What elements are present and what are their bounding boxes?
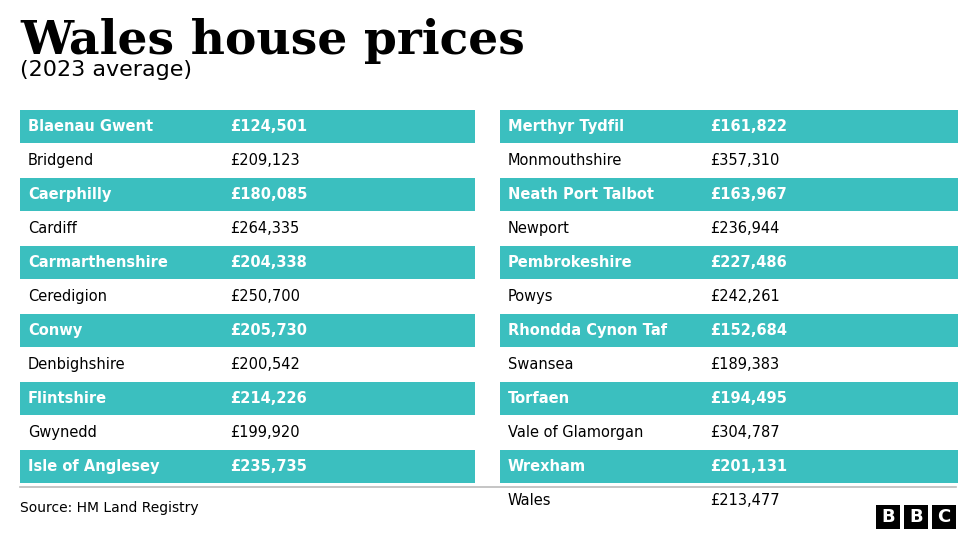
Text: Wales house prices: Wales house prices (20, 18, 525, 64)
Text: £227,486: £227,486 (710, 255, 787, 270)
Text: Wrexham: Wrexham (508, 459, 587, 474)
Text: £209,123: £209,123 (230, 153, 300, 168)
Text: £242,261: £242,261 (710, 289, 780, 304)
Text: £204,338: £204,338 (230, 255, 306, 270)
Text: £163,967: £163,967 (710, 187, 787, 202)
Bar (904, 505, 928, 529)
Text: B: B (881, 508, 895, 526)
Bar (20, 246, 475, 279)
Text: B: B (910, 508, 923, 526)
Text: Bridgend: Bridgend (28, 153, 95, 168)
Bar (500, 110, 958, 143)
Text: £304,787: £304,787 (710, 425, 780, 440)
Text: Newport: Newport (508, 221, 570, 236)
Text: Monmouthshire: Monmouthshire (508, 153, 623, 168)
Text: £236,944: £236,944 (710, 221, 780, 236)
Text: Rhondda Cynon Taf: Rhondda Cynon Taf (508, 323, 668, 338)
Text: £235,735: £235,735 (230, 459, 306, 474)
Text: £250,700: £250,700 (230, 289, 300, 304)
Text: Carmarthenshire: Carmarthenshire (28, 255, 168, 270)
Text: £201,131: £201,131 (710, 459, 787, 474)
Bar (20, 382, 475, 415)
Text: £205,730: £205,730 (230, 323, 307, 338)
Text: Cardiff: Cardiff (28, 221, 77, 236)
Bar (932, 505, 956, 529)
Text: Swansea: Swansea (508, 357, 574, 372)
Bar (500, 178, 958, 211)
Bar (500, 246, 958, 279)
Bar (20, 110, 475, 143)
Text: Source: HM Land Registry: Source: HM Land Registry (20, 501, 199, 515)
Text: Merthyr Tydfil: Merthyr Tydfil (508, 119, 624, 134)
Bar (20, 178, 475, 211)
Text: £152,684: £152,684 (710, 323, 787, 338)
Bar (20, 450, 475, 483)
Text: (2023 average): (2023 average) (20, 60, 192, 80)
Bar (20, 314, 475, 347)
Text: £180,085: £180,085 (230, 187, 307, 202)
Bar (876, 505, 900, 529)
Text: £161,822: £161,822 (710, 119, 787, 134)
Text: Isle of Anglesey: Isle of Anglesey (28, 459, 159, 474)
Text: Conwy: Conwy (28, 323, 82, 338)
Text: £357,310: £357,310 (710, 153, 780, 168)
Text: Blaenau Gwent: Blaenau Gwent (28, 119, 153, 134)
Text: Ceredigion: Ceredigion (28, 289, 107, 304)
Text: £214,226: £214,226 (230, 391, 306, 406)
Text: Vale of Glamorgan: Vale of Glamorgan (508, 425, 643, 440)
Text: £194,495: £194,495 (710, 391, 787, 406)
Text: C: C (937, 508, 951, 526)
Bar (500, 450, 958, 483)
Text: Denbighshire: Denbighshire (28, 357, 126, 372)
Text: Flintshire: Flintshire (28, 391, 107, 406)
Text: £264,335: £264,335 (230, 221, 300, 236)
Bar (500, 314, 958, 347)
Text: £199,920: £199,920 (230, 425, 300, 440)
Text: Pembrokeshire: Pembrokeshire (508, 255, 632, 270)
Text: Torfaen: Torfaen (508, 391, 570, 406)
Text: £200,542: £200,542 (230, 357, 300, 372)
Bar (500, 382, 958, 415)
Text: Powys: Powys (508, 289, 553, 304)
Text: Neath Port Talbot: Neath Port Talbot (508, 187, 654, 202)
Text: £189,383: £189,383 (710, 357, 779, 372)
Text: £124,501: £124,501 (230, 119, 307, 134)
Text: £213,477: £213,477 (710, 493, 780, 508)
Text: Wales: Wales (508, 493, 551, 508)
Text: Gwynedd: Gwynedd (28, 425, 97, 440)
Text: Caerphilly: Caerphilly (28, 187, 111, 202)
